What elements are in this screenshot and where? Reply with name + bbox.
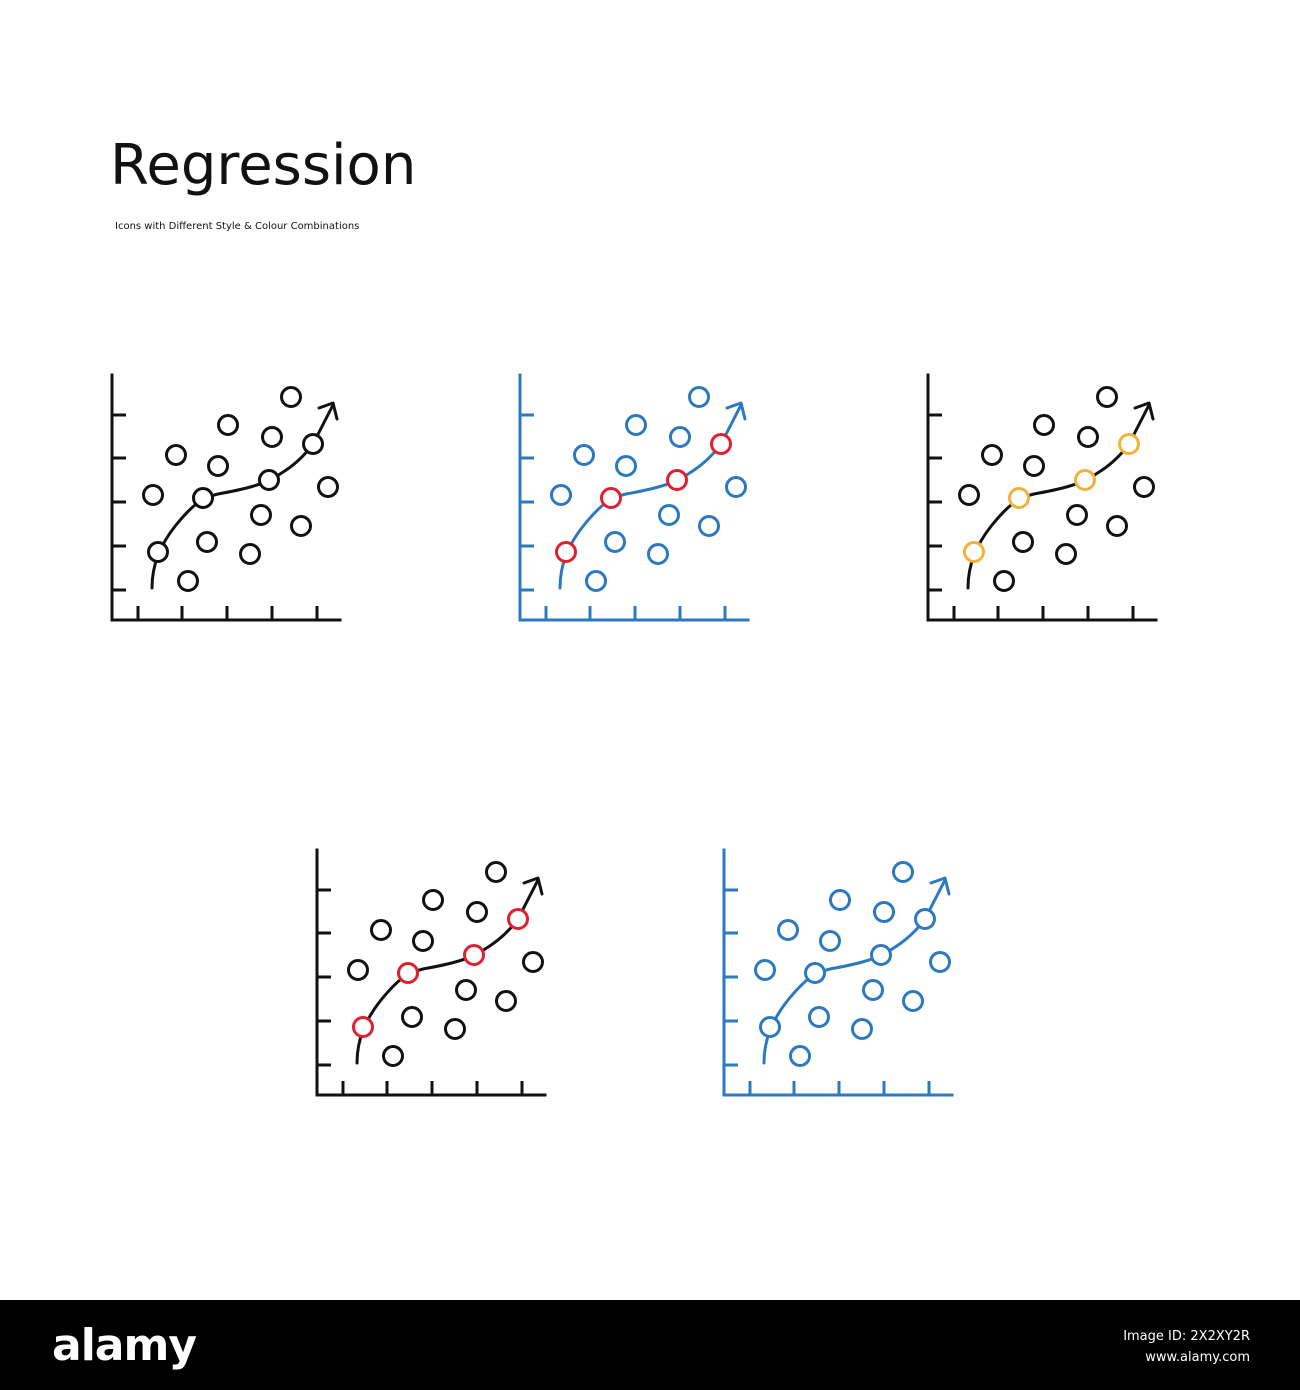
scatter-point xyxy=(239,543,261,565)
scatter-point xyxy=(522,951,544,973)
scatter-point xyxy=(466,901,488,923)
curve-point xyxy=(666,469,688,491)
scatter-point xyxy=(873,901,895,923)
site-url: www.alamy.com xyxy=(1145,1349,1250,1365)
curve-point xyxy=(397,962,419,984)
scatter-point xyxy=(495,990,517,1012)
scatter-point xyxy=(902,990,924,1012)
curve-point xyxy=(258,469,280,491)
curve-point xyxy=(804,962,826,984)
scatter-point xyxy=(1055,543,1077,565)
scatter-point xyxy=(177,570,199,592)
curve-point xyxy=(870,944,892,966)
regression-icon-black-outline xyxy=(110,373,342,622)
scatter-point xyxy=(573,444,595,466)
scatter-point xyxy=(851,1018,873,1040)
page-title: Regression xyxy=(110,133,417,198)
scatter-point xyxy=(1012,531,1034,553)
curve-point xyxy=(1118,433,1140,455)
scatter-point xyxy=(1096,386,1118,408)
brand-logo: alamy xyxy=(52,1320,197,1371)
page-subtitle: Icons with Different Style & Colour Comb… xyxy=(115,221,360,232)
scatter-point xyxy=(347,959,369,981)
scatter-point xyxy=(1033,414,1055,436)
trend-arrowhead xyxy=(725,401,747,421)
scatter-point xyxy=(929,951,951,973)
curve-point xyxy=(555,541,577,563)
regression-icon-blue-red xyxy=(518,373,750,622)
scatter-point xyxy=(862,979,884,1001)
curve-point xyxy=(1008,487,1030,509)
scatter-point xyxy=(754,959,776,981)
scatter-point xyxy=(261,426,283,448)
scatter-point xyxy=(698,515,720,537)
scatter-point xyxy=(647,543,669,565)
scatter-point xyxy=(993,570,1015,592)
curve-point xyxy=(600,487,622,509)
scatter-point xyxy=(777,919,799,941)
scatter-point xyxy=(1066,504,1088,526)
curve-point xyxy=(1074,469,1096,491)
watermark-footer: alamy Image ID: 2X2XY2R www.alamy.com xyxy=(0,1300,1300,1390)
scatter-point xyxy=(688,386,710,408)
scatter-point xyxy=(1133,476,1155,498)
trend-arrowhead xyxy=(522,876,544,896)
curve-point xyxy=(147,541,169,563)
scatter-point xyxy=(165,444,187,466)
scatter-point xyxy=(789,1045,811,1067)
curve-point xyxy=(463,944,485,966)
scatter-point xyxy=(250,504,272,526)
scatter-point xyxy=(280,386,302,408)
scatter-point xyxy=(1106,515,1128,537)
scatter-point xyxy=(819,930,841,952)
image-meta: Image ID: 2X2XY2R www.alamy.com xyxy=(1123,1327,1250,1369)
scatter-point xyxy=(625,414,647,436)
scatter-point xyxy=(829,889,851,911)
curve-point xyxy=(302,433,324,455)
scatter-point xyxy=(669,426,691,448)
curve-point xyxy=(710,433,732,455)
curve-point xyxy=(914,908,936,930)
scatter-point xyxy=(412,930,434,952)
scatter-point xyxy=(422,889,444,911)
scatter-point xyxy=(485,861,507,883)
curve-point xyxy=(963,541,985,563)
scatter-point xyxy=(585,570,607,592)
scatter-point xyxy=(892,861,914,883)
curve-point xyxy=(759,1016,781,1038)
scatter-point xyxy=(725,476,747,498)
scatter-point xyxy=(142,484,164,506)
scatter-point xyxy=(207,455,229,477)
scatter-point xyxy=(550,484,572,506)
scatter-point xyxy=(808,1006,830,1028)
scatter-point xyxy=(1023,455,1045,477)
scatter-point xyxy=(370,919,392,941)
regression-icon-blue-filled xyxy=(722,848,954,1097)
trend-arrowhead xyxy=(929,876,951,896)
trend-arrowhead xyxy=(317,401,339,421)
regression-icon-black-red xyxy=(315,848,547,1097)
trend-arrowhead xyxy=(1133,401,1155,421)
scatter-point xyxy=(196,531,218,553)
scatter-point xyxy=(401,1006,423,1028)
curve-point xyxy=(352,1016,374,1038)
scatter-point xyxy=(317,476,339,498)
scatter-point xyxy=(981,444,1003,466)
scatter-point xyxy=(615,455,637,477)
scatter-point xyxy=(958,484,980,506)
scatter-point xyxy=(217,414,239,436)
image-id: Image ID: 2X2XY2R xyxy=(1123,1329,1250,1344)
scatter-point xyxy=(382,1045,404,1067)
curve-point xyxy=(507,908,529,930)
scatter-point xyxy=(455,979,477,1001)
scatter-point xyxy=(290,515,312,537)
curve-point xyxy=(192,487,214,509)
regression-icon-black-yellow xyxy=(926,373,1158,622)
scatter-point xyxy=(444,1018,466,1040)
scatter-point xyxy=(658,504,680,526)
scatter-point xyxy=(1077,426,1099,448)
scatter-point xyxy=(604,531,626,553)
